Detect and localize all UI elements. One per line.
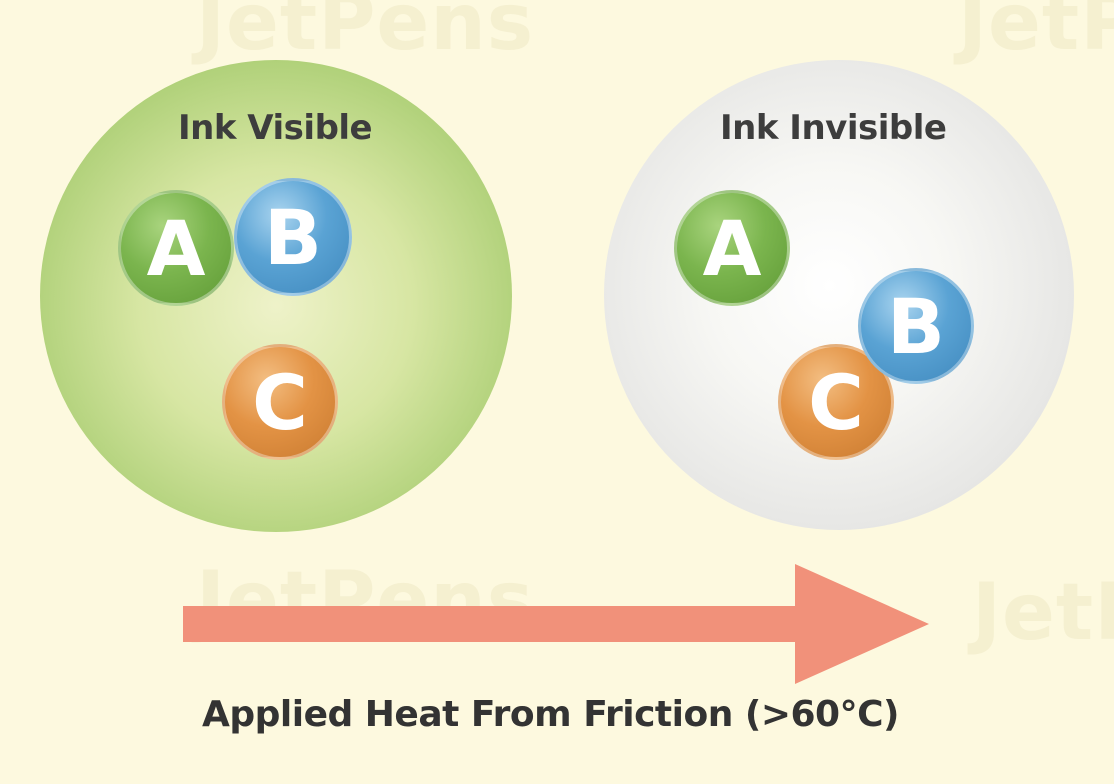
- ink-visible-label: Ink Visible: [178, 108, 373, 148]
- invisible-particle-b: B: [858, 268, 974, 384]
- visible-particle-c: C: [222, 344, 338, 460]
- watermark-logo: JetPens: [196, 0, 535, 68]
- watermark-logo: JetPens: [972, 568, 1114, 658]
- caption: Applied Heat From Friction (>60°C): [202, 694, 899, 735]
- invisible-particle-a: A: [674, 190, 790, 306]
- ink-invisible-label: Ink Invisible: [720, 108, 947, 148]
- visible-particle-b: B: [234, 178, 352, 296]
- visible-particle-a: A: [118, 190, 234, 306]
- heat-arrow-icon: [183, 564, 929, 684]
- watermark-logo: JetPens: [958, 0, 1114, 68]
